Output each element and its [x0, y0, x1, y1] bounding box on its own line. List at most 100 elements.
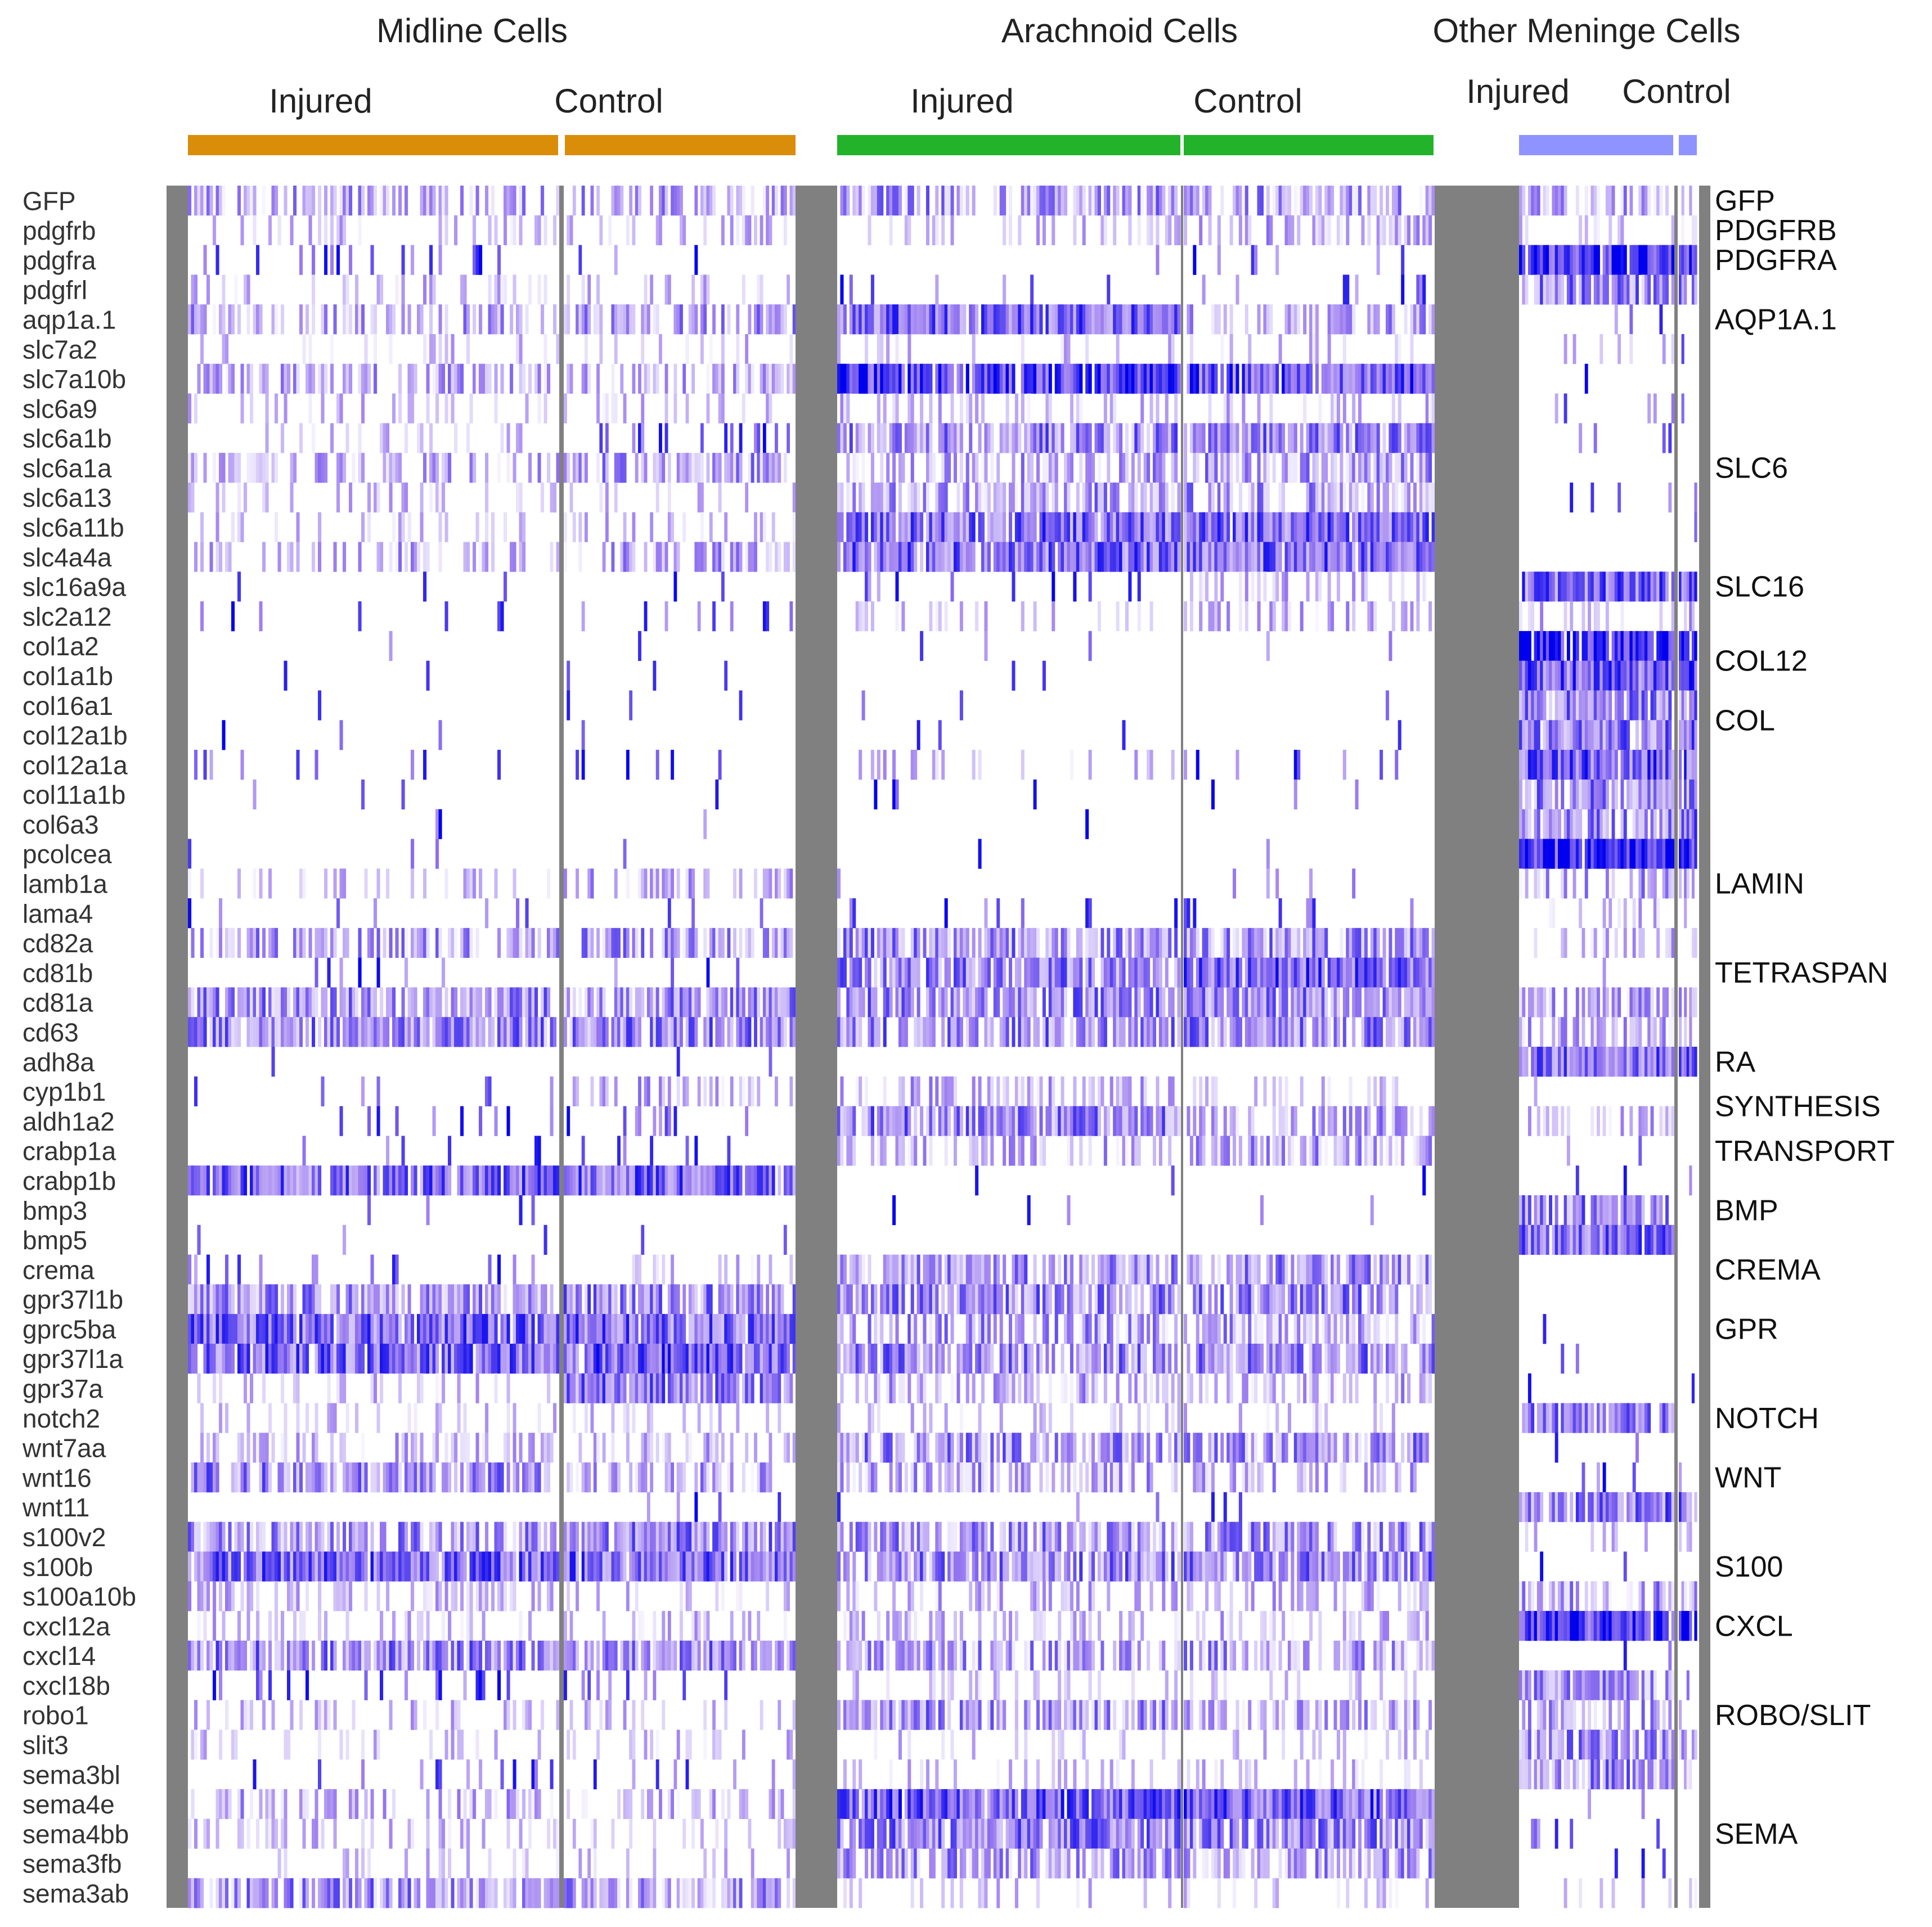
- heatmap-cell: [1103, 186, 1107, 216]
- heatmap-cell: [1103, 482, 1107, 513]
- heatmap-cell: [250, 928, 254, 958]
- heatmap-cell: [516, 898, 520, 929]
- heatmap-cell: [374, 1017, 378, 1047]
- heatmap-cell: [1100, 1017, 1104, 1047]
- heatmap-cell: [775, 987, 778, 1017]
- heatmap-cell: [596, 1165, 600, 1196]
- heatmap-cell: [783, 1521, 787, 1552]
- heatmap-cell: [655, 1640, 659, 1671]
- heatmap-cell: [343, 186, 347, 216]
- heatmap-cell: [1076, 304, 1080, 335]
- heatmap-cell: [488, 1314, 492, 1344]
- heatmap-cell: [590, 1403, 594, 1433]
- heatmap-cell: [712, 1343, 716, 1374]
- heatmap-cell: [706, 1373, 710, 1403]
- heatmap-cell: [685, 1640, 689, 1671]
- heatmap-cell: [780, 304, 784, 335]
- heatmap-cell: [895, 334, 899, 364]
- heatmap-cell: [259, 1343, 263, 1374]
- heatmap-cell: [339, 1106, 343, 1136]
- heatmap-cell: [556, 1640, 560, 1671]
- heatmap-cell: [231, 1551, 235, 1582]
- heatmap-cell: [494, 987, 498, 1017]
- heatmap-cell: [676, 1521, 680, 1552]
- heatmap-cell: [861, 304, 865, 335]
- heatmap-cell: [733, 928, 736, 958]
- heatmap-cell: [1134, 1017, 1138, 1047]
- heatmap-cell: [1162, 423, 1166, 453]
- heatmap-cell: [392, 1343, 396, 1374]
- heatmap-cell: [1174, 423, 1178, 453]
- heatmap-cell: [981, 987, 985, 1017]
- heatmap-cell: [792, 1165, 796, 1196]
- heatmap-cell: [383, 1343, 387, 1374]
- heatmap-cell: [993, 542, 997, 572]
- heatmap-cell: [789, 1165, 793, 1196]
- heatmap-cell: [271, 1700, 275, 1730]
- heatmap-cell: [849, 512, 853, 542]
- heatmap-cell: [537, 1730, 541, 1760]
- heatmap-cell: [1168, 542, 1172, 572]
- heatmap-cell: [653, 542, 657, 572]
- heatmap-cell: [596, 1670, 600, 1700]
- heatmap-cell: [859, 482, 862, 513]
- heatmap-cell: [510, 1789, 514, 1820]
- heatmap-cell: [1100, 987, 1104, 1017]
- heatmap-cell: [635, 1165, 639, 1196]
- heatmap-cell: [386, 423, 390, 453]
- heatmap-cell: [1091, 542, 1095, 572]
- heatmap-cell: [1097, 1017, 1101, 1047]
- heatmap-cell: [889, 542, 893, 572]
- heatmap-cell: [256, 1581, 260, 1611]
- heatmap-cell: [659, 453, 662, 483]
- heatmap-cell: [748, 1343, 752, 1374]
- heatmap-cell: [494, 1462, 498, 1493]
- heatmap-cell: [475, 987, 479, 1017]
- heatmap-cell: [228, 1017, 232, 1047]
- heatmap-cell: [1036, 453, 1040, 483]
- heatmap-cell: [673, 542, 677, 572]
- heatmap-cell: [993, 957, 997, 988]
- heatmap-cell: [1058, 542, 1062, 572]
- heatmap-cell: [760, 304, 763, 335]
- heatmap-cell: [475, 245, 479, 275]
- heatmap-cell: [718, 750, 722, 780]
- heatmap-cell: [611, 186, 615, 216]
- heatmap-cell: [432, 1878, 436, 1908]
- heatmap-cell: [730, 215, 734, 245]
- heatmap-cell: [479, 868, 483, 899]
- heatmap-cell: [339, 1433, 343, 1463]
- heatmap-cell: [213, 1343, 217, 1374]
- heatmap-cell: [1003, 928, 1007, 958]
- heatmap-cell: [405, 186, 408, 216]
- heatmap-cell: [457, 363, 461, 394]
- heatmap-cell: [792, 512, 796, 542]
- heatmap-cell: [194, 1165, 198, 1196]
- heatmap-cell: [739, 1284, 743, 1314]
- heatmap-cell: [367, 928, 371, 958]
- heatmap-cell: [1024, 1106, 1028, 1136]
- heatmap-cell: [1082, 542, 1086, 572]
- heatmap-cell: [1079, 512, 1083, 542]
- heatmap-cell: [491, 1343, 495, 1374]
- heatmap-cell: [840, 512, 844, 542]
- heatmap-cell: [745, 542, 749, 572]
- heatmap-cell: [889, 987, 893, 1017]
- heatmap-cell: [442, 1284, 446, 1314]
- heatmap-cell: [448, 1314, 452, 1344]
- heatmap-cell: [682, 1165, 686, 1196]
- heatmap-cell: [1064, 512, 1068, 542]
- heatmap-cell: [671, 987, 675, 1017]
- heatmap-cell: [395, 1284, 399, 1314]
- heatmap-cell: [215, 1017, 219, 1047]
- heatmap-cell: [703, 1462, 707, 1493]
- heatmap-cell: [1156, 957, 1160, 988]
- heatmap-cell: [680, 1640, 683, 1671]
- heatmap-cell: [1048, 453, 1052, 483]
- heatmap-cell: [1073, 1106, 1077, 1136]
- heatmap-cell: [203, 1284, 207, 1314]
- heatmap-cell: [578, 1314, 582, 1344]
- heatmap-cell: [757, 1343, 761, 1374]
- heatmap-cell: [550, 1551, 554, 1582]
- heatmap-cell: [336, 898, 340, 929]
